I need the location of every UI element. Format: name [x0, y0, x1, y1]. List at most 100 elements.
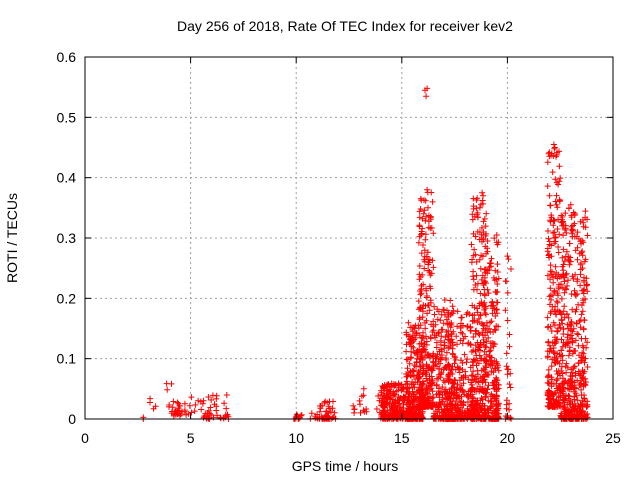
data-point — [480, 192, 487, 199]
data-point — [561, 303, 568, 310]
data-point — [408, 412, 415, 419]
data-point — [452, 366, 459, 373]
data-point — [450, 351, 456, 358]
data-point — [484, 406, 491, 412]
data-point — [392, 381, 399, 388]
data-point — [206, 415, 213, 422]
data-point — [458, 357, 464, 364]
data-point — [574, 408, 581, 415]
data-point — [545, 372, 552, 379]
data-point — [483, 311, 489, 318]
data-point — [441, 307, 448, 314]
data-point — [545, 366, 552, 373]
data-point — [407, 324, 414, 331]
data-point — [442, 388, 449, 395]
data-point — [556, 196, 563, 203]
data-point — [188, 394, 195, 401]
data-point — [396, 407, 403, 414]
data-point — [476, 256, 483, 263]
data-point — [390, 406, 397, 413]
data-point — [398, 381, 405, 388]
data-point — [485, 382, 492, 389]
data-point — [416, 263, 423, 269]
data-point — [550, 230, 557, 236]
data-point — [487, 393, 494, 400]
data-point — [554, 204, 561, 211]
data-point — [431, 303, 438, 310]
data-point — [432, 321, 439, 328]
data-point — [436, 394, 443, 401]
data-point — [546, 342, 553, 349]
data-point — [584, 339, 591, 346]
data-point — [423, 294, 430, 301]
data-point — [489, 410, 496, 416]
data-point — [200, 414, 207, 421]
data-point — [460, 335, 467, 342]
data-point — [579, 367, 586, 374]
data-point — [494, 261, 501, 268]
data-point — [576, 382, 583, 388]
data-point — [493, 307, 500, 313]
data-point — [440, 306, 447, 313]
data-point — [415, 298, 422, 305]
data-point — [326, 398, 333, 405]
data-point — [503, 363, 510, 370]
data-point — [422, 217, 429, 224]
data-point — [574, 256, 581, 263]
data-point — [428, 403, 435, 410]
data-point — [566, 261, 573, 268]
data-point — [470, 205, 477, 212]
data-point — [424, 85, 431, 92]
data-point — [223, 392, 230, 398]
data-point — [553, 338, 560, 345]
data-point — [547, 268, 554, 275]
data-point — [456, 395, 463, 402]
data-point — [484, 286, 491, 293]
data-point — [325, 413, 332, 420]
data-point — [329, 405, 336, 412]
data-point — [213, 395, 220, 402]
data-point — [578, 260, 584, 267]
data-point — [584, 232, 591, 239]
data-point — [487, 405, 494, 412]
data-point — [417, 411, 424, 418]
data-point — [493, 358, 500, 365]
data-point — [421, 339, 428, 346]
data-point — [417, 291, 424, 298]
data-point — [575, 235, 582, 242]
data-point — [427, 297, 434, 304]
data-point — [409, 368, 416, 375]
data-point — [484, 270, 491, 277]
data-point — [490, 329, 497, 336]
data-point — [491, 365, 498, 372]
data-point — [504, 317, 511, 324]
data-point — [563, 229, 570, 236]
data-point — [221, 400, 228, 407]
data-point — [551, 229, 558, 236]
data-point — [409, 334, 416, 341]
data-point — [467, 364, 474, 371]
data-point — [469, 216, 476, 223]
data-point — [169, 404, 176, 411]
data-point — [493, 306, 500, 313]
data-point — [475, 346, 482, 353]
data-point — [564, 340, 571, 347]
data-point — [436, 366, 443, 372]
data-point — [559, 263, 566, 270]
data-point — [578, 311, 585, 318]
data-point — [448, 310, 455, 317]
x-tick-label: 20 — [500, 430, 516, 446]
data-point — [473, 362, 480, 369]
x-axis-title: GPS time / hours — [292, 458, 399, 474]
data-point — [422, 325, 429, 332]
data-point — [415, 239, 422, 246]
data-point — [554, 328, 561, 335]
data-point — [470, 395, 477, 402]
data-point — [404, 356, 411, 363]
data-point — [418, 290, 425, 297]
data-point — [482, 223, 489, 230]
data-point — [495, 405, 502, 412]
data-point — [463, 359, 470, 366]
data-point — [546, 192, 553, 199]
data-point — [422, 388, 429, 394]
